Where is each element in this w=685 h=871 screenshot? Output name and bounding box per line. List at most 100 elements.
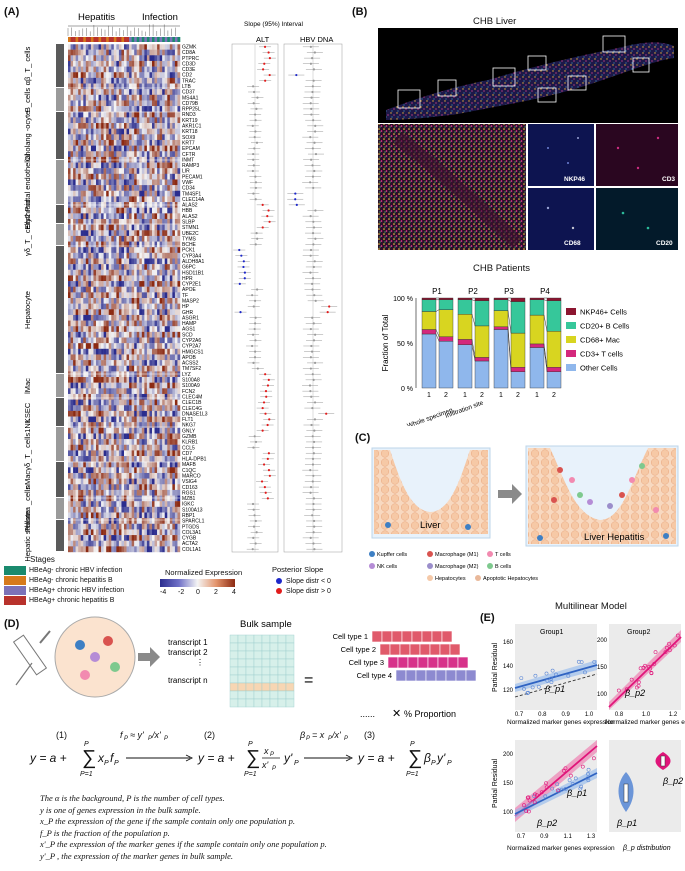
svg-text:f: f (120, 730, 124, 740)
cell-type-label: Portal endothelial (23, 153, 32, 211)
gene-label: LYZ (182, 372, 191, 378)
col-header-hepatitis: Hepatitis (78, 12, 115, 23)
scatter-point (522, 687, 526, 691)
dots: ...... (360, 709, 375, 719)
panel-d-captions: The α is the background, P is the number… (40, 793, 480, 862)
tick-label: 140 (503, 664, 514, 670)
scatter-point (519, 676, 524, 681)
scatter-point (532, 800, 537, 805)
marker-cd3: CD3 (662, 176, 675, 183)
hbv-slope-point (313, 294, 316, 297)
x-tick-label: 2 (480, 392, 484, 399)
alt-slope-point (238, 282, 241, 285)
bar-segment (457, 339, 473, 346)
stage-swatch (4, 595, 26, 605)
alt-slope-point (256, 367, 259, 370)
scatter-point (586, 772, 590, 776)
cell-type-label: Plasma _cells (23, 486, 32, 533)
hbv-slope-point (314, 237, 317, 240)
posterior-legend: Slope distr < 0 Slope distr > 0 (276, 576, 331, 596)
x-tick-label: 2 (516, 392, 520, 399)
caption-line: x'_P the expression of the marker genes … (40, 839, 327, 849)
alt-slope-point (266, 215, 269, 218)
hbv-slope-point (313, 401, 317, 404)
gene-label: CYP3A4 (182, 253, 201, 259)
alt-slope-point (267, 51, 270, 54)
gene-label: HBB (182, 208, 193, 214)
scatter-point (545, 678, 550, 683)
panel-a-label: (A) (4, 6, 20, 18)
expr-tick: 4 (232, 589, 236, 596)
bar-segment (457, 299, 473, 315)
scatter-point (535, 793, 539, 798)
hbv-slope-point (294, 198, 297, 201)
legend-swatch (566, 308, 576, 315)
posterior-legend-item: Slope distr > 0 (276, 586, 331, 596)
gene-label: MARCO (182, 473, 201, 479)
scatter-point (533, 673, 538, 678)
eq-num-1: (1) (56, 730, 67, 740)
scatter-point (550, 668, 555, 673)
svg-text:P: P (114, 760, 119, 767)
legend-cell-icon (427, 575, 433, 581)
hbv-slope-point (309, 248, 313, 252)
marker-cd68: CD68 (564, 240, 581, 247)
alt-slope-point (264, 390, 268, 393)
hbv-slope-point (313, 525, 316, 528)
hbv-slope-point (309, 367, 312, 370)
gene-label: PTPRC (182, 56, 199, 62)
caption-line: x_P the expression of the gene if the sa… (40, 816, 295, 826)
hbv-slope-point (313, 440, 316, 444)
scatter-point (550, 786, 555, 791)
alt-slope-point (267, 378, 270, 381)
posterior-legend-item: Slope distr < 0 (276, 576, 331, 586)
alt-slope-point (251, 502, 255, 506)
scatter-point (530, 685, 535, 690)
bar-segment (438, 340, 454, 389)
legend-cell-icon (487, 563, 493, 569)
alt-slope-point (256, 96, 259, 99)
chb-patients-bar-chart: 100 % 50 % 0 % Fraction of Total 1 2 1 2 1 2 1 2 P1 P… (381, 287, 630, 426)
hbv-slope-point (310, 107, 313, 111)
group1-label: Group1 (540, 629, 563, 636)
hbv-slope-point (310, 282, 314, 285)
alt-slope-point (240, 254, 243, 257)
tick-label: 200 (503, 752, 514, 758)
hbv-slope-point (309, 485, 313, 489)
posterior-dot (276, 578, 282, 584)
scatter-point (580, 764, 585, 769)
scatter-point (649, 670, 654, 675)
gene-label: CYGB (182, 536, 197, 542)
gene-label: APOB (182, 355, 197, 361)
scatter-point (556, 788, 560, 793)
hbv-slope-point (312, 542, 315, 545)
gene-label: MAFB (182, 462, 197, 468)
stage-swatch (4, 565, 26, 575)
hbv-slope-point (313, 361, 317, 365)
alt-slope-point (267, 209, 270, 212)
tick-label: 1.0 (585, 712, 594, 718)
x-tick-label: 1 (463, 392, 467, 399)
hbv-slope-point (309, 327, 312, 331)
alt-slope-point (254, 175, 257, 178)
chb-patients-title: CHB Patients (473, 263, 531, 274)
gene-label: AGS1 (182, 327, 196, 333)
svg-text:≈ y': ≈ y' (130, 730, 144, 740)
y-label-bottom: Partial Residual (492, 759, 499, 808)
alt-slope-point (251, 344, 254, 348)
gene-label: PECAM1 (182, 174, 203, 180)
hbv-slope-point (313, 141, 316, 144)
beta-p1-label-bottom: β_p1 (566, 788, 587, 798)
alt-slope-point (251, 85, 255, 88)
gene-label: S100A9 (182, 383, 200, 389)
hbv-slope-point (310, 96, 313, 99)
cell-type-label: γδ_T_ cells1NK (23, 418, 32, 471)
bar-segment (493, 310, 509, 327)
gene-label: FLT1 (182, 417, 194, 423)
alt-slope-point (252, 508, 255, 511)
legend-label: CD68+ Mac (580, 336, 620, 345)
gene-label: CD37 (182, 90, 195, 96)
bar-segment (529, 299, 545, 316)
bar-segment (529, 314, 545, 345)
gene-label: CYP2A7 (182, 344, 201, 350)
